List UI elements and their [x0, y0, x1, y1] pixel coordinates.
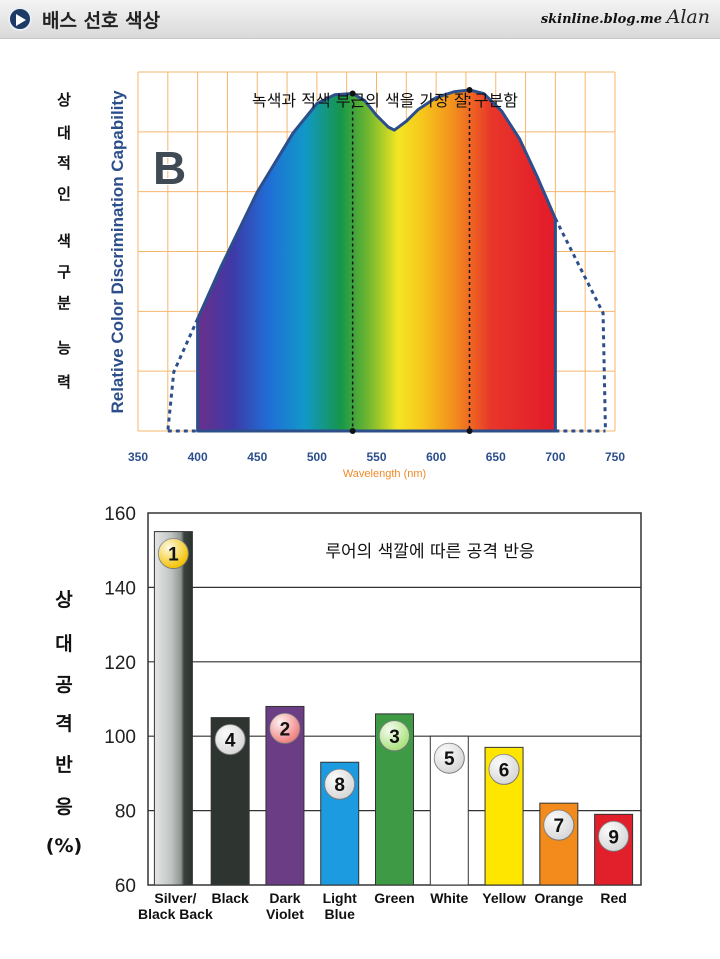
play-logo-icon: [8, 7, 32, 31]
bar-y-tick: 60: [115, 876, 136, 897]
rank-badge-shine: [489, 754, 520, 785]
blog-url[interactable]: skinline.blog.me: [540, 12, 662, 27]
spectrum-korean-char: 색: [57, 232, 71, 250]
page-title: 배스 선호 색상: [42, 10, 161, 32]
spectrum-korean-char: 상: [57, 91, 71, 109]
bar-y-tick: 160: [104, 504, 136, 525]
spectrum-x-tick: 750: [605, 450, 625, 464]
rank-badge-shine: [598, 821, 629, 852]
bar-category-label: Black: [211, 890, 249, 906]
bar-y-tick: 120: [104, 653, 136, 674]
spectrum-area: [196, 88, 557, 433]
rank-badge: 1: [157, 538, 189, 570]
rank-badge-number: 3: [389, 727, 400, 748]
spectrum-x-tick: 350: [128, 450, 148, 464]
rank-badge: 6: [488, 753, 520, 785]
spectrum-korean-char: 분: [57, 294, 71, 312]
rank-badge-shine: [324, 769, 355, 800]
bar-category-label: Green: [374, 890, 414, 906]
rank-badge-number: 2: [280, 719, 291, 740]
spectrum-korean-char: 적: [57, 154, 71, 172]
rank-badge-number: 6: [499, 760, 510, 781]
spectrum-x-tick: 550: [366, 450, 386, 464]
bar-category-label: White: [430, 890, 468, 906]
bar-y-tick: 80: [115, 802, 136, 823]
rank-badge: 7: [543, 809, 575, 841]
rank-badge-shine: [215, 724, 246, 755]
spectrum-korean-char: 인: [57, 185, 71, 203]
rank-badge-number: 7: [554, 816, 565, 837]
spectrum-x-tick: 450: [247, 450, 267, 464]
bar-category-label: Orange: [534, 890, 583, 906]
rank-badge-shine: [269, 713, 300, 744]
rank-badge-number: 9: [608, 827, 619, 848]
peak-marker-dot: [466, 428, 473, 434]
spectrum-korean-char: 력: [57, 373, 71, 391]
rank-badge-shine: [158, 538, 189, 569]
spectrum-chart: B 녹색과 적색 부근의 색을 가장 잘 구분함 Relative Color Di…: [108, 71, 625, 480]
peak-marker-dot: [466, 86, 473, 93]
bar-category-label: Light: [323, 890, 358, 906]
bar-y-tick: 100: [104, 727, 136, 748]
bar-korean-char: (%): [45, 835, 83, 857]
rank-badge: 4: [214, 724, 246, 756]
rank-badge-shine: [543, 810, 574, 841]
rank-badge: 2: [269, 712, 301, 744]
bar-korean-char: 대: [55, 633, 73, 655]
bar-category-label: Yellow: [482, 890, 526, 906]
bar-category-label: Blue: [325, 906, 356, 922]
peak-marker-dot: [349, 90, 356, 97]
chart-badge: B: [153, 142, 186, 194]
rank-badge: 5: [433, 742, 465, 774]
bar-korean-char: 응: [55, 796, 73, 818]
spectrum-korean-char: 대: [57, 124, 71, 142]
rank-badge-shine: [379, 720, 410, 751]
spectrum-korean-char: 능: [57, 339, 71, 357]
spectrum-x-tick: 500: [307, 450, 327, 464]
bar-korean-char: 격: [55, 713, 73, 735]
header-bar: 배스 선호 색상 skinline.blog.me Alan: [0, 0, 720, 39]
rank-badge-shine: [434, 743, 465, 774]
extrapolated-curve-left: [166, 318, 199, 432]
bar-y-tick: 140: [104, 578, 136, 599]
spectrum-korean-char: 구: [57, 263, 71, 281]
bar-category-label: Red: [600, 890, 626, 906]
rank-badge-number: 4: [225, 731, 236, 752]
bar-chart-title: 루어의 색깔에 따른 공격 반응: [325, 542, 534, 562]
bar-1: [153, 531, 193, 886]
peak-marker-dot: [349, 428, 356, 434]
bar-korean-char: 반: [55, 754, 73, 776]
bar-korean-char: 공: [55, 674, 73, 696]
bar-category-label: Dark: [269, 890, 300, 906]
rank-badge: 9: [598, 820, 630, 852]
spectrum-x-tick: 700: [545, 450, 565, 464]
spectrum-title: 녹색과 적색 부근의 색을 가장 잘 구분함: [252, 91, 518, 110]
spectrum-x-tick: 600: [426, 450, 446, 464]
rank-badge: 3: [379, 720, 410, 752]
bar-category-label: Black Back: [138, 906, 213, 922]
signature: Alan: [666, 6, 710, 28]
bar-korean-char: 상: [55, 589, 73, 611]
bar-category-label: Silver/: [154, 890, 196, 906]
rank-badge-number: 5: [444, 749, 455, 770]
spectrum-x-tick: 400: [188, 450, 208, 464]
spectrum-ylabel: Relative Color Discrimination Capability: [108, 90, 127, 414]
extrapolated-curve-right: [554, 217, 607, 432]
spectrum-x-tick: 650: [486, 450, 506, 464]
rank-badge-number: 8: [334, 775, 345, 796]
rank-badge: 8: [324, 768, 356, 800]
spectrum-xlabel: Wavelength (nm): [343, 468, 426, 480]
rank-badge-number: 1: [168, 545, 179, 566]
bar-category-label: Violet: [266, 906, 304, 922]
